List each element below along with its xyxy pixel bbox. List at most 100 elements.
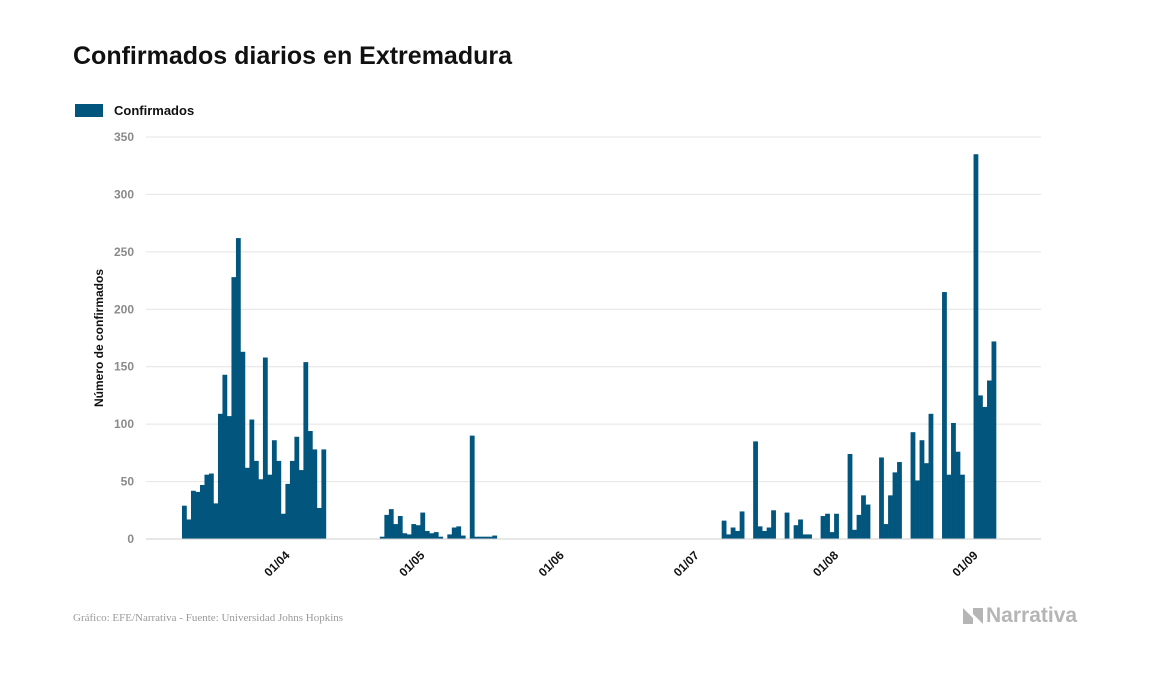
bar (987, 380, 992, 539)
bar (946, 474, 952, 539)
bar (379, 536, 385, 539)
y-tick-label: 50 (121, 475, 135, 489)
gridlines (146, 136, 1041, 540)
bar (406, 534, 412, 539)
bar (204, 474, 210, 539)
x-tick-label: 01/06 (536, 548, 567, 579)
bar (960, 474, 965, 539)
bar (384, 514, 390, 539)
bar (456, 526, 462, 539)
x-tick-label: 01/07 (671, 548, 702, 579)
bar (411, 524, 417, 539)
bar (807, 534, 812, 539)
bar (726, 534, 731, 539)
x-tick-label: 01/05 (396, 548, 427, 579)
bar (883, 524, 889, 539)
bar (316, 507, 322, 539)
bar (483, 536, 489, 539)
bar (735, 530, 740, 539)
bar (186, 519, 192, 539)
legend-swatch (75, 104, 103, 117)
y-axis-ticks: 0 50 100 150 200 250 300 350 (114, 130, 134, 546)
bar (217, 413, 223, 539)
bar (312, 449, 318, 539)
bar (208, 473, 214, 539)
bar (231, 277, 237, 539)
y-tick-label: 200 (114, 302, 134, 316)
legend-label: Confirmados (114, 103, 195, 118)
bar (955, 451, 961, 539)
bar (321, 449, 327, 539)
bar (253, 460, 259, 539)
bar (195, 491, 201, 539)
bar (298, 470, 304, 539)
bar (928, 413, 934, 539)
bar (285, 483, 291, 539)
bar (784, 512, 790, 539)
bar (235, 238, 241, 539)
bar (825, 513, 830, 539)
bar (739, 511, 745, 539)
bar (865, 504, 871, 539)
bar (397, 516, 403, 539)
bar (753, 441, 758, 539)
y-tick-label: 300 (114, 187, 134, 201)
bar (973, 154, 979, 539)
bar (852, 529, 857, 539)
source-footer: Gráfico: EFE/Narrativa - Fuente: Univers… (73, 612, 344, 624)
bar (487, 536, 493, 539)
bar (951, 422, 956, 539)
bar (802, 534, 808, 539)
bar (897, 462, 902, 539)
bar (258, 479, 264, 539)
bar (267, 474, 273, 539)
bar (847, 454, 853, 539)
bar (793, 525, 799, 539)
chart-title: Confirmados diarios en Extremadura (73, 42, 513, 70)
bar (924, 463, 929, 539)
bar (393, 524, 399, 539)
y-tick-label: 0 (127, 532, 134, 546)
bar (771, 510, 776, 539)
bar (721, 520, 727, 539)
bar (834, 513, 839, 539)
y-axis-label: Número de confirmados (92, 269, 106, 407)
bar (888, 495, 893, 539)
bar (222, 374, 228, 539)
bar (429, 533, 435, 539)
bar (280, 513, 286, 539)
bar (460, 535, 466, 539)
x-axis: 01/04 01/05 01/06 01/07 01/08 01/09 (146, 538, 1041, 579)
bar (757, 526, 763, 539)
narrativa-logo-icon (963, 608, 983, 624)
bar (478, 536, 484, 539)
bar (420, 512, 426, 539)
bar (402, 533, 408, 539)
bar (424, 530, 430, 539)
bar (879, 457, 884, 539)
bar (415, 525, 421, 539)
bar (294, 436, 300, 539)
bar (226, 416, 232, 539)
y-tick-label: 150 (114, 360, 134, 374)
bar (991, 341, 997, 539)
bar (766, 527, 772, 539)
x-tick-label: 01/04 (261, 548, 292, 579)
bar (469, 435, 475, 539)
bar (492, 535, 498, 539)
bar (289, 460, 295, 539)
bar (388, 509, 394, 539)
bar (798, 519, 803, 539)
bar (190, 490, 196, 539)
y-tick-label: 100 (114, 417, 134, 431)
bar (244, 467, 250, 539)
bar (820, 516, 826, 539)
bar (303, 362, 309, 539)
bar (978, 395, 983, 539)
brand-name: Narrativa (986, 604, 1078, 627)
brand-logo: Narrativa (962, 604, 1077, 628)
bar (213, 503, 219, 539)
bar (730, 527, 736, 539)
y-tick-label: 350 (114, 130, 134, 144)
bar (199, 485, 205, 539)
